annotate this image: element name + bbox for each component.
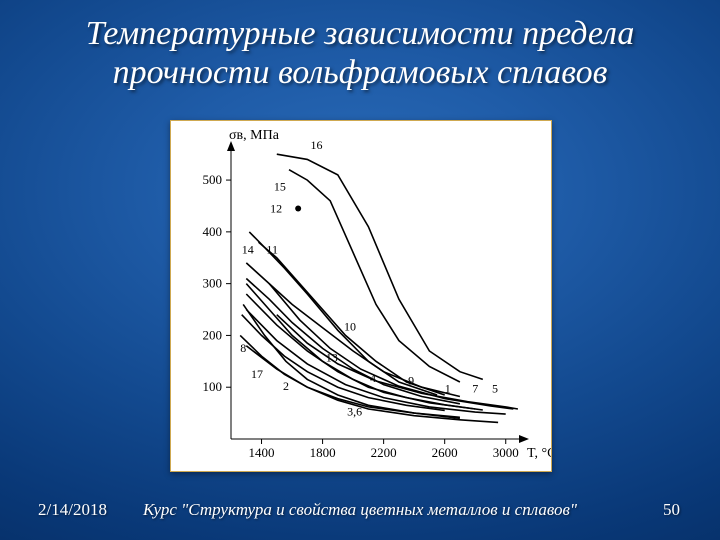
svg-text:1400: 1400 — [249, 445, 275, 460]
svg-text:500: 500 — [203, 172, 223, 187]
svg-text:16: 16 — [310, 138, 322, 152]
svg-text:400: 400 — [203, 224, 223, 239]
footer-page: 50 — [663, 500, 680, 520]
svg-text:12: 12 — [270, 202, 282, 216]
slide-title: Температурные зависимости предела прочно… — [0, 14, 720, 92]
footer-course: Курс "Структура и свойства цветных метал… — [0, 500, 720, 520]
svg-text:17: 17 — [251, 367, 263, 381]
svg-text:1: 1 — [445, 381, 451, 395]
svg-text:3000: 3000 — [493, 445, 519, 460]
svg-text:14: 14 — [242, 243, 254, 257]
svg-text:10: 10 — [344, 319, 356, 333]
svg-text:T, °C: T, °C — [527, 446, 551, 461]
svg-text:300: 300 — [203, 276, 223, 291]
svg-text:8: 8 — [240, 341, 246, 355]
svg-text:15: 15 — [274, 179, 286, 193]
slide: Температурные зависимости предела прочно… — [0, 0, 720, 540]
svg-text:2200: 2200 — [371, 445, 397, 460]
svg-text:1800: 1800 — [310, 445, 336, 460]
chart-svg: σв, МПа 100 200 300 400 500 1400 1800 2200 2600 30… — [171, 121, 551, 471]
svg-text:200: 200 — [203, 327, 223, 342]
svg-text:11: 11 — [266, 243, 278, 257]
svg-text:σв, МПа: σв, МПа — [229, 128, 280, 143]
svg-text:2: 2 — [283, 379, 289, 393]
svg-text:100: 100 — [203, 379, 223, 394]
chart-container: σв, МПа 100 200 300 400 500 1400 1800 2200 2600 30… — [170, 120, 552, 472]
svg-text:9: 9 — [408, 374, 414, 388]
svg-text:5: 5 — [492, 381, 498, 395]
svg-text:7: 7 — [472, 381, 478, 395]
svg-text:2600: 2600 — [432, 445, 458, 460]
svg-text:3,6: 3,6 — [347, 405, 362, 419]
